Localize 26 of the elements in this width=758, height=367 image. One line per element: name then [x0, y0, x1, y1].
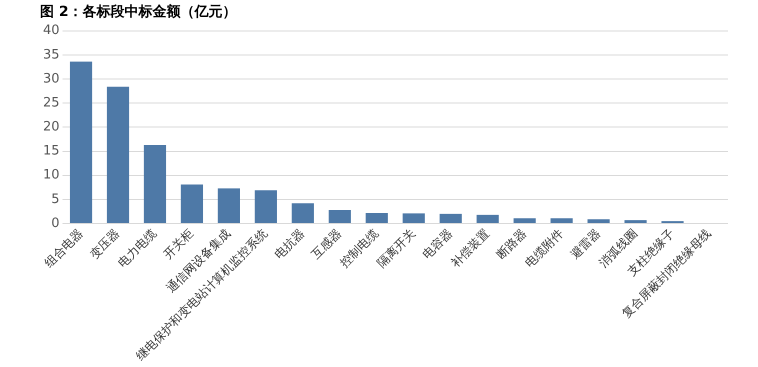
y-tick-label: 15: [42, 144, 60, 159]
y-tick-label: 30: [42, 71, 60, 86]
y-tick-label: 25: [42, 95, 60, 110]
bar: [440, 214, 462, 224]
y-tick-label: 40: [42, 23, 60, 38]
bar: [550, 218, 573, 224]
bar: [292, 203, 314, 224]
x-tick-label: 电抗器: [272, 226, 308, 262]
bar: [328, 210, 351, 224]
bar: [514, 218, 536, 224]
y-tick-label: 5: [51, 192, 60, 207]
bar: [144, 145, 166, 224]
bar: [180, 184, 204, 224]
y-tick-label: 20: [42, 120, 60, 135]
bar: [366, 212, 388, 224]
bar: [476, 214, 499, 224]
bar: [624, 220, 647, 224]
y-tick-label: 35: [42, 47, 60, 62]
bar: [70, 62, 92, 224]
bar: [106, 86, 130, 224]
bar: [218, 188, 240, 224]
bar: [402, 213, 425, 224]
chart-title: 图 2：各标段中标金额（亿元）: [40, 3, 237, 20]
bar: [254, 190, 277, 224]
bar: [588, 219, 610, 224]
y-tick-label: 10: [42, 168, 60, 183]
